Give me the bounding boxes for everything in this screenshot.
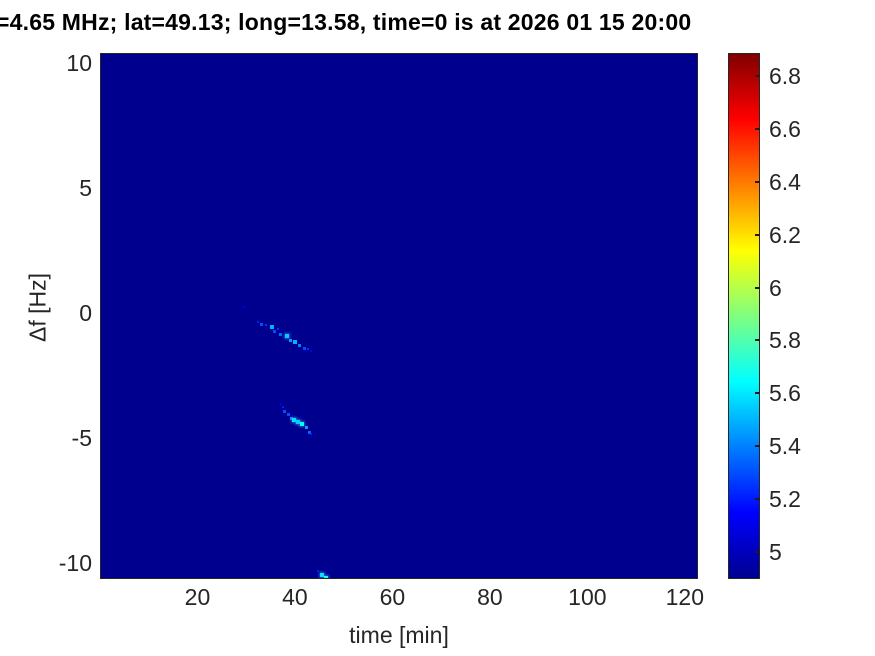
x-tick-label: 80	[477, 584, 503, 610]
data-point	[298, 343, 302, 347]
data-point	[295, 420, 300, 424]
x-tick-label: 120	[665, 584, 705, 610]
colorbar-tick-label: 5	[769, 538, 782, 565]
colorbar-tick-mark	[755, 339, 760, 342]
colorbar-tick-label: 6.2	[769, 221, 801, 248]
data-point	[304, 425, 308, 429]
data-point	[281, 406, 284, 408]
data-point	[270, 325, 275, 329]
colorbar	[728, 53, 760, 579]
colorbar-tick-label: 5.2	[769, 485, 801, 512]
data-point	[276, 328, 279, 330]
colorbar-tick-mark	[755, 497, 760, 500]
data-point	[319, 573, 324, 577]
colorbar-tick-label: 5.6	[769, 380, 801, 407]
data-point	[303, 346, 307, 350]
x-tick-label: 100	[568, 584, 607, 610]
data-point	[307, 348, 310, 350]
colorbar-tick-label: 5.4	[769, 433, 801, 460]
colorbar-tick-mark	[755, 392, 760, 395]
colorbar-tick-label: 5.8	[769, 327, 801, 354]
data-point	[242, 306, 245, 308]
data-point	[307, 430, 311, 434]
colorbar-tick-mark	[755, 75, 760, 78]
data-point	[310, 433, 313, 435]
data-point	[285, 334, 290, 338]
colorbar-tick-mark	[755, 445, 760, 448]
colorbar-tick-mark	[755, 180, 760, 183]
data-point	[264, 324, 267, 326]
data-point	[289, 416, 293, 420]
data-point	[286, 412, 290, 416]
data-point	[332, 579, 335, 580]
data-point	[279, 332, 283, 336]
colorbar-tick-mark	[755, 550, 760, 553]
plot-title: =4.65 MHz; lat=49.13; long=13.58, time=0…	[0, 9, 692, 35]
data-point	[288, 338, 292, 342]
data-point	[324, 576, 329, 578]
data-point	[260, 322, 264, 326]
heatmap-plot	[100, 53, 698, 579]
data-point	[273, 329, 277, 333]
y-tick-label: -5	[71, 425, 92, 451]
colorbar-tick-mark	[755, 233, 760, 236]
x-tick-label: 40	[282, 584, 308, 610]
y-tick-label: 5	[79, 175, 92, 201]
data-point	[256, 321, 259, 323]
colorbar-tick-mark	[755, 286, 760, 289]
data-point	[299, 422, 304, 426]
data-point	[291, 418, 296, 422]
data-point	[283, 409, 287, 413]
data-point	[310, 350, 313, 352]
colorbar-tick-label: 6.4	[769, 168, 801, 195]
data-point	[328, 577, 332, 578]
colorbar-tick-label: 6.8	[769, 63, 801, 90]
x-tick-label: 60	[379, 584, 406, 610]
colorbar-tick-label: 6	[769, 274, 782, 301]
y-tick-label: -10	[58, 550, 92, 576]
y-tick-label: 0	[79, 300, 92, 326]
data-point	[292, 340, 297, 344]
colorbar-tick-mark	[755, 128, 760, 131]
x-axis-label: time [min]	[349, 622, 449, 648]
x-tick-label: 20	[184, 584, 211, 610]
data-point	[316, 570, 319, 572]
colorbar-tick-label: 6.6	[769, 116, 801, 143]
y-tick-label: 10	[66, 50, 92, 76]
data-point	[279, 403, 282, 405]
